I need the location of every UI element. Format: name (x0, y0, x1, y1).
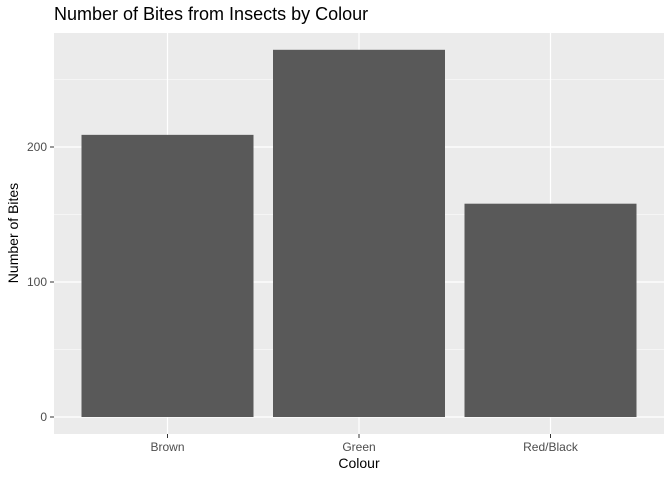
y-tick-label: 200 (27, 140, 47, 154)
bars (81, 49, 637, 418)
x-tick-label: Brown (150, 440, 184, 454)
chart-title: Number of Bites from Insects by Colour (54, 4, 368, 24)
bar-red-black (464, 203, 637, 417)
y-tick-label: 0 (40, 410, 47, 424)
y-axis-title: Number of Bites (5, 183, 21, 283)
x-tick-label: Red/Black (523, 440, 579, 454)
y-tick-label: 100 (27, 275, 47, 289)
bar-green (273, 49, 445, 418)
x-tick-label: Green (342, 440, 375, 454)
x-axis: Brown Green Red/Black (150, 434, 579, 454)
y-axis: 0 100 200 (27, 140, 54, 424)
bar-brown (81, 134, 254, 417)
x-axis-title: Colour (338, 455, 380, 471)
